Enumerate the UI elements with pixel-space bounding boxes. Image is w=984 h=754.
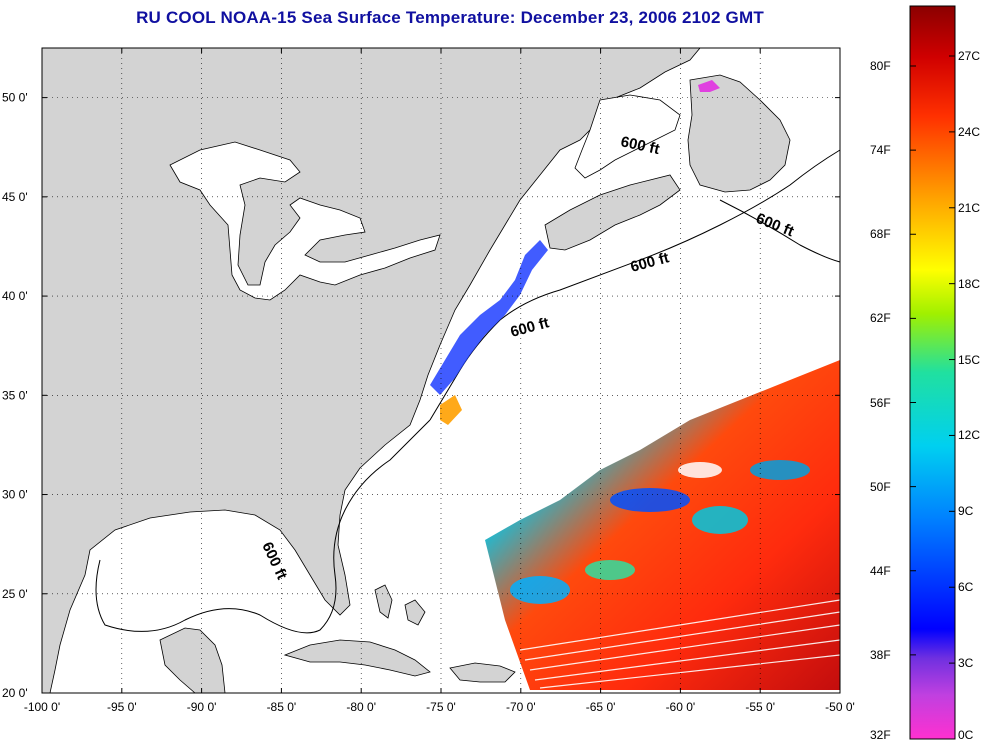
sst-newfoundland-patch [698,80,720,92]
colorbar-f-label: 62F [870,311,891,326]
colorbar-c-label: 24C [958,124,981,139]
colorbar-c-label: 3C [958,656,974,671]
x-tick-label: -70 0' [506,700,536,714]
y-tick-label: 30 0' [2,488,28,502]
colorbar-c-label: 0C [958,728,974,742]
sst-satellite-swath [485,360,840,690]
colorbar-c-label: 6C [958,580,974,595]
y-axis-ticks: 50 0' 45 0' 40 0' 35 0' 30 0' 25 0' 20 0' [2,91,840,700]
y-tick-label: 50 0' [2,91,28,105]
colorbar-f-label: 32F [870,728,891,742]
colorbar-f-label: 74F [870,143,891,158]
sst-cool-patches [510,460,810,604]
y-tick-label: 35 0' [2,388,28,402]
colorbar-c-label: 9C [958,504,974,519]
y-tick-label: 40 0' [2,289,28,303]
land-yucatan [159,627,226,694]
colorbar-f-label: 44F [870,563,891,578]
x-tick-label: -60 0' [666,700,696,714]
x-tick-label: -50 0' [825,700,855,714]
x-tick-label: -85 0' [267,700,297,714]
sst-coastal-cold [430,240,548,395]
colorbar-f-label: 68F [870,227,891,242]
sst-swath-streaks [519,599,841,689]
sst-coastal-warm [440,395,462,425]
x-tick-label: -100 0' [24,700,60,714]
colorbar-ticks [910,55,955,740]
x-tick-label: -80 0' [346,700,376,714]
land-nova-scotia [544,174,681,251]
colorbar-f-label: 38F [870,647,891,662]
colorbar-c-label: 21C [958,200,981,215]
land-hispaniola [449,662,516,683]
colorbar-c-label: 27C [958,49,981,63]
y-tick-label: 20 0' [2,686,28,700]
x-tick-label: -65 0' [586,700,616,714]
land-newfoundland [687,74,791,193]
land-bahamas [374,584,426,626]
colorbar [909,5,956,740]
land-cuba [283,639,431,677]
x-tick-label: -75 0' [426,700,456,714]
x-tick-label: -90 0' [187,700,217,714]
colorbar-f-label: 50F [870,479,891,494]
colorbar-f-label: 56F [870,395,891,410]
y-tick-label: 45 0' [2,190,28,204]
great-lakes [169,141,441,301]
land-north-america [41,47,701,694]
gulf-st-lawrence [574,94,681,179]
x-axis-ticks: -100 0' -95 0' -90 0' -85 0' -80 0' -75 0' -70… [24,48,855,714]
x-tick-label: -95 0' [107,700,137,714]
depth-contour-gulf [95,419,431,634]
depth-contour-gulf-stream [719,199,841,263]
colorbar-c-label: 15C [958,352,981,367]
colorbar-c-label: 12C [958,428,981,443]
x-tick-label: -55 0' [745,700,775,714]
map-title: RU COOL NOAA-15 Sea Surface Temperature:… [136,8,764,27]
colorbar-f-label: 80F [870,59,891,73]
y-tick-label: 25 0' [2,587,28,601]
colorbar-c-label: 18C [958,276,981,291]
